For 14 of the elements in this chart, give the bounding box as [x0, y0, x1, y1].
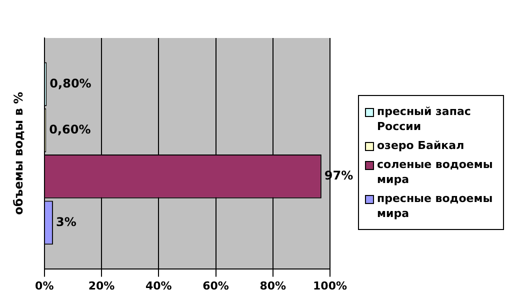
data-label: 0,80%	[50, 76, 92, 90]
data-label: 0,60%	[49, 122, 91, 136]
x-tick-label: 80%	[260, 279, 286, 292]
x-tick-label: 0%	[35, 279, 54, 292]
legend-label: соленые водоемы мира	[377, 156, 494, 186]
legend-label: озеро Байкал	[377, 138, 464, 152]
legend-label: пресные водоемы мира	[377, 190, 494, 220]
legend-label: пресный запас России	[377, 104, 472, 134]
data-label: 3%	[56, 214, 76, 229]
y-axis-title: объемы воды в %	[11, 92, 26, 215]
x-tick-label: 60%	[202, 279, 229, 292]
x-tick-label: 20%	[88, 279, 115, 292]
x-tick-label: 40%	[145, 279, 172, 292]
x-tick-label: 100%	[313, 279, 347, 292]
